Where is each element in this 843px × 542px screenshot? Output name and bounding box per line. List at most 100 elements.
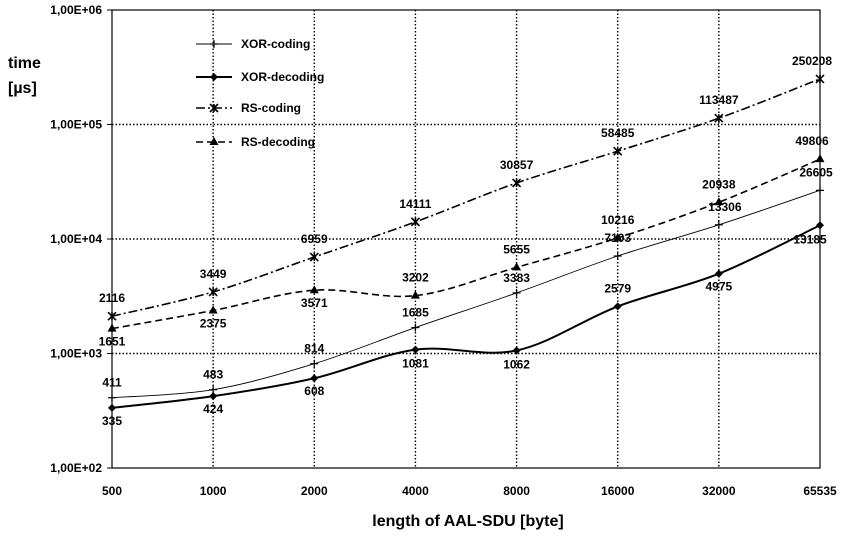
rs-decoding-data-label: 3571 <box>301 296 328 310</box>
triangle-marker <box>714 197 724 206</box>
rs-decoding-data-label: 1651 <box>99 335 126 349</box>
xor-decoding-line <box>111 224 821 409</box>
x-axis-ticks: 500 1000 2000 4000 8000 16000 32000 65535 <box>102 484 837 498</box>
x-tick-label: 4000 <box>402 484 429 498</box>
star-marker <box>209 103 219 113</box>
y-tick-label: 1,00E+04 <box>50 232 102 246</box>
rs-decoding-data-label: 10216 <box>601 213 635 227</box>
xor-decoding-data-label: 424 <box>203 402 223 416</box>
x-tick-label: 2000 <box>301 484 328 498</box>
plus-marker <box>310 359 319 368</box>
xor-coding-data-label: 13306 <box>708 200 742 214</box>
rs-coding-data-label: 113487 <box>699 93 739 107</box>
grid-lines <box>112 10 820 468</box>
star-marker <box>512 178 522 188</box>
legend-label: XOR-coding <box>241 37 310 51</box>
rs-decoding-data-label: 5655 <box>503 242 530 256</box>
x-tick-label: 16000 <box>601 484 635 498</box>
legend-item: XOR-coding <box>196 37 310 51</box>
star-marker <box>410 217 420 227</box>
data-labels: 411 483 814 1685 3383 7103 13306 26605 335 424 608… <box>99 54 833 428</box>
diamond-marker <box>411 345 420 354</box>
star-marker <box>815 74 825 84</box>
diamond-marker <box>108 403 116 412</box>
legend-label: RS-decoding <box>241 135 315 149</box>
xor-decoding-data-label: 608 <box>304 384 324 398</box>
y-tick-label: 1,00E+06 <box>50 3 102 17</box>
x-tick-label: 500 <box>102 484 122 498</box>
xor-coding-data-label: 814 <box>304 342 324 356</box>
rs-decoding-data-label: 20938 <box>702 177 736 191</box>
diamond-marker <box>209 392 218 401</box>
triangle-marker <box>209 137 219 145</box>
star-marker <box>107 311 117 321</box>
xor-decoding-data-label: 1062 <box>503 358 530 372</box>
legend-item: XOR-decoding <box>196 70 324 84</box>
rs-decoding-data-label: 49806 <box>795 134 829 148</box>
xor-coding-data-label: 26605 <box>799 165 833 179</box>
plus-marker <box>613 252 622 261</box>
legend-label: RS-coding <box>241 101 301 115</box>
diamond-marker <box>816 221 824 230</box>
rs-coding-data-label: 6959 <box>301 232 328 246</box>
xor-decoding-data-label: 335 <box>102 414 122 428</box>
x-axis-title: length of AAL-SDU [byte] <box>372 513 563 530</box>
plus-marker <box>714 220 723 229</box>
legend: XOR-coding XOR-decoding RS-coding RS-decodi… <box>196 37 324 149</box>
xor-coding-data-label: 7103 <box>604 231 631 245</box>
star-marker <box>208 287 218 297</box>
legend-item: RS-coding <box>196 101 301 115</box>
series-layer <box>107 74 825 412</box>
y-axis-ticks: 1,00E+02 1,00E+03 1,00E+04 1,00E+05 1,00E+06 <box>50 3 112 475</box>
rs-coding-data-label: 3449 <box>200 267 227 281</box>
triangle-marker <box>815 154 825 163</box>
triangle-marker <box>208 305 218 314</box>
legend-label: XOR-decoding <box>241 70 324 84</box>
triangle-marker <box>309 285 319 294</box>
diamond-marker <box>310 374 319 383</box>
triangle-marker <box>613 232 623 241</box>
diamond-marker <box>714 269 723 278</box>
diamond-marker <box>512 346 521 355</box>
x-tick-label: 65535 <box>803 484 837 498</box>
rs-decoding-line <box>111 158 821 330</box>
y-tick-label: 1,00E+03 <box>50 347 102 361</box>
rs-decoding-data-label: 2375 <box>200 316 227 330</box>
triangle-marker <box>512 262 522 271</box>
star-marker <box>613 146 623 156</box>
xor-coding-data-label: 3383 <box>503 271 530 285</box>
y-axis-title-line2: [µs] <box>8 80 37 97</box>
rs-coding-data-label: 14111 <box>399 197 431 211</box>
rs-decoding-data-label: 3202 <box>402 271 429 285</box>
xor-coding-data-label: 483 <box>203 368 223 382</box>
xor-coding-data-label: 1685 <box>402 306 429 320</box>
rs-coding-line <box>111 78 821 318</box>
rs-coding-data-label: 30857 <box>500 158 534 172</box>
triangle-marker <box>107 323 117 332</box>
x-tick-label: 32000 <box>702 484 736 498</box>
rs-coding-data-label: 58485 <box>601 126 635 140</box>
legend-item: RS-decoding <box>196 135 315 149</box>
y-tick-label: 1,00E+05 <box>50 118 102 132</box>
xor-decoding-data-label: 4975 <box>706 280 733 294</box>
xor-decoding-data-label: 2579 <box>604 281 631 295</box>
x-tick-label: 1000 <box>200 484 227 498</box>
xor-coding-line <box>111 189 821 399</box>
plus-marker <box>816 186 824 195</box>
y-tick-label: 1,00E+02 <box>50 461 102 475</box>
rs-coding-data-label: 250208 <box>792 54 832 68</box>
xor-coding-data-label: 411 <box>102 376 122 390</box>
star-marker <box>714 113 724 123</box>
x-tick-label: 8000 <box>503 484 530 498</box>
diamond-marker <box>613 302 622 311</box>
y-axis-title-line1: time <box>8 55 41 72</box>
xor-decoding-data-label: 13185 <box>793 232 827 246</box>
rs-coding-data-label: 2116 <box>99 291 125 305</box>
xor-decoding-data-label: 1081 <box>402 357 429 371</box>
plus-marker <box>512 288 521 297</box>
triangle-marker <box>410 290 420 299</box>
plus-marker <box>411 323 420 332</box>
plus-marker <box>108 393 116 402</box>
plus-marker <box>210 40 218 48</box>
